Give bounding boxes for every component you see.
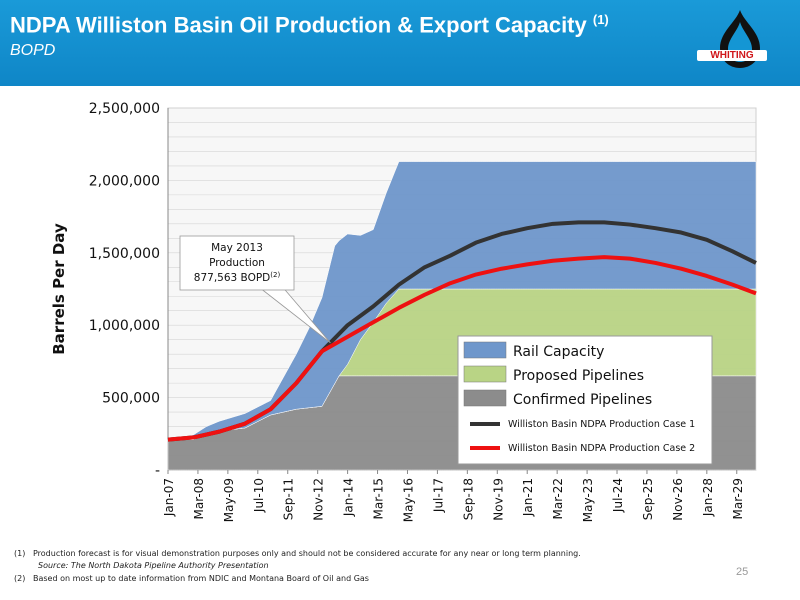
page-title: NDPA Williston Basin Oil Production & Ex… <box>10 12 609 38</box>
x-tick-label: Jan-14 <box>342 478 356 517</box>
page-subtitle: BOPD <box>10 42 56 59</box>
x-tick-label: Nov-12 <box>312 478 326 521</box>
y-tick-label: 2,000,000 <box>89 173 160 189</box>
title-banner: NDPA Williston Basin Oil Production & Ex… <box>0 0 800 86</box>
annotation-text: May 2013 <box>211 242 263 254</box>
x-tick-label: Nov-19 <box>491 478 505 521</box>
legend-label: Rail Capacity <box>513 344 604 360</box>
area-rail-capacity <box>167 161 757 440</box>
y-tick-label: 1,500,000 <box>89 246 160 262</box>
x-tick-label: Sep-11 <box>282 478 296 520</box>
y-tick-label: 1,000,000 <box>89 318 160 334</box>
legend-label: Confirmed Pipelines <box>513 392 652 408</box>
y-tick-label: 500,000 <box>102 391 160 407</box>
legend-swatch <box>463 341 507 359</box>
annotation-text: Production <box>209 257 265 269</box>
x-tick-label: Sep-18 <box>461 478 475 520</box>
y-tick-label: - <box>155 463 160 479</box>
x-tick-label: Sep-25 <box>641 478 655 520</box>
x-tick-label: Jul-24 <box>611 478 625 513</box>
footnote-1: (1) Production forecast is for visual de… <box>14 549 581 558</box>
footnote-2: (2) Based on most up to date information… <box>14 574 369 583</box>
whiting-logo-icon <box>720 10 760 68</box>
x-tick-label: Jul-17 <box>431 478 445 513</box>
production-case-2-line <box>167 255 757 442</box>
x-tick-label: Mar-22 <box>551 478 565 519</box>
y-axis-title: Barrels Per Day <box>50 223 68 355</box>
x-tick-label: Jan-21 <box>521 478 535 517</box>
logo-wordmark: WHITING <box>697 50 767 61</box>
legend-label: Proposed Pipelines <box>513 368 644 384</box>
annotation-box <box>179 235 295 291</box>
page-number: 25 <box>736 566 749 578</box>
legend-swatch <box>463 365 507 383</box>
y-tick-label: 2,500,000 <box>89 101 160 117</box>
footnote-source: Source: The North Dakota Pipeline Author… <box>38 561 269 570</box>
x-tick-label: May-16 <box>401 478 415 522</box>
legend-swatch <box>463 389 507 407</box>
x-tick-label: Jul-10 <box>252 478 266 513</box>
x-tick-label: Mar-29 <box>731 478 745 519</box>
x-tick-label: Jan-07 <box>162 478 176 517</box>
x-tick-label: May-23 <box>581 478 595 522</box>
x-tick-label: Nov-26 <box>671 478 685 521</box>
x-tick-label: Mar-08 <box>192 478 206 519</box>
legend-label: Williston Basin NDPA Production Case 1 <box>508 419 695 430</box>
annotation-text: 877,563 BOPD(2) <box>194 271 281 284</box>
x-tick-label: Jan-28 <box>701 478 715 517</box>
x-tick-label: Mar-15 <box>372 478 386 519</box>
x-tick-label: May-09 <box>222 478 236 522</box>
production-chart: - 500,000 1,000,000 1,500,000 2,000,000 2,500… <box>50 101 757 522</box>
legend-label: Williston Basin NDPA Production Case 2 <box>508 443 695 454</box>
